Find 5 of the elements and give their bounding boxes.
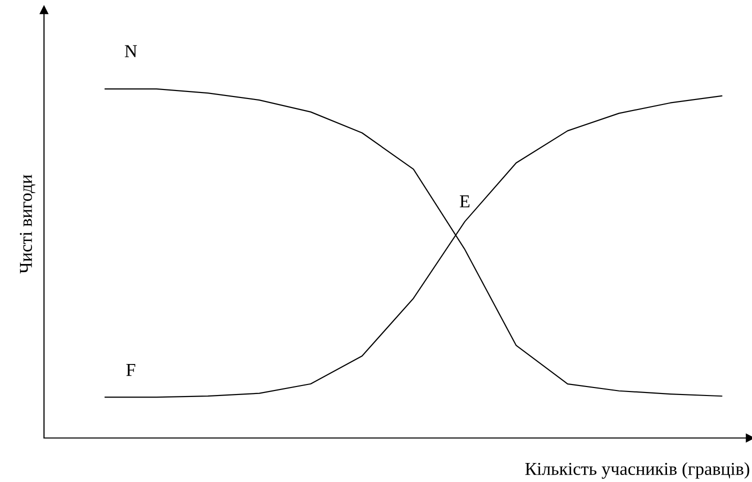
x-axis-title: Кількість учасників (гравців) — [525, 462, 750, 479]
annotation: E — [460, 195, 470, 208]
series-label: F — [126, 364, 136, 376]
y-axis-title: Чисті вигоди — [20, 174, 36, 274]
series-label: N — [124, 45, 137, 58]
